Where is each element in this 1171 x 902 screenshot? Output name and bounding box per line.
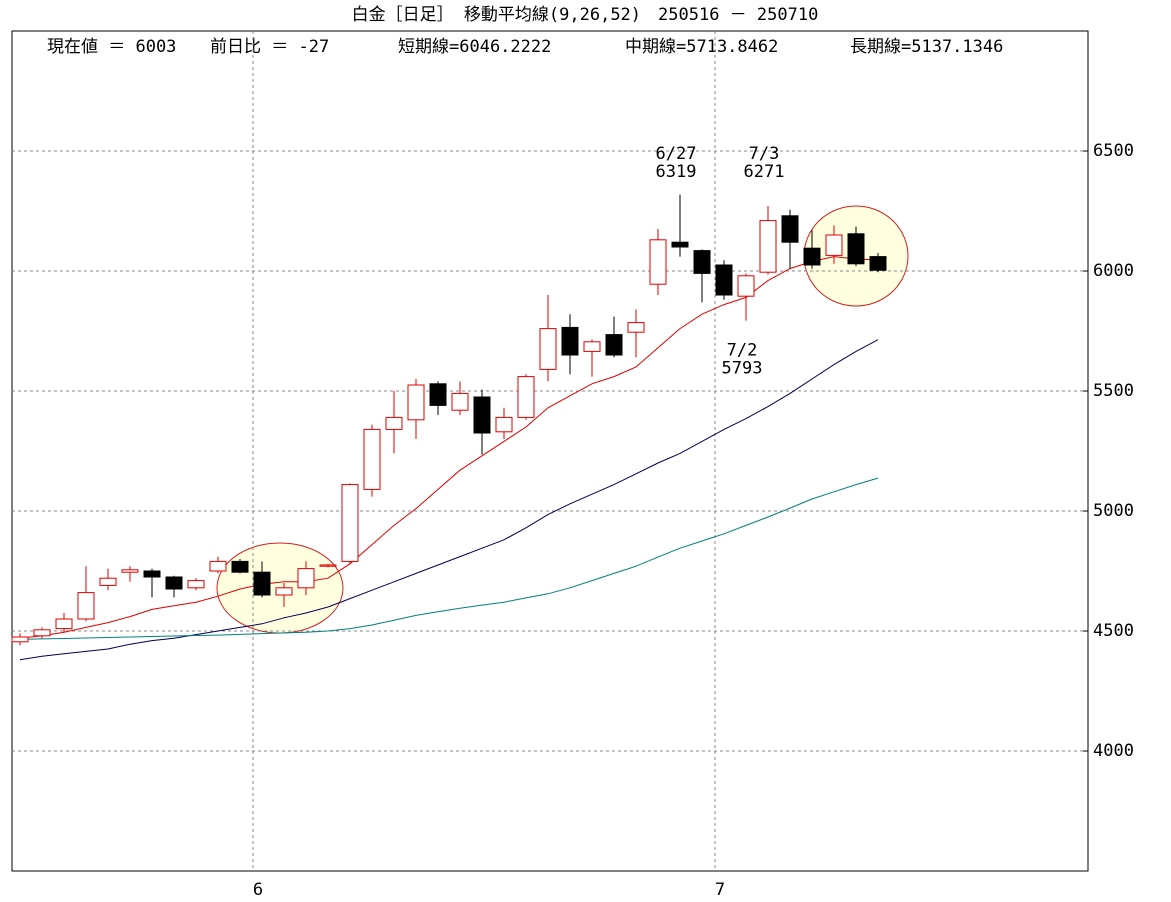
candle-body <box>319 564 337 567</box>
candle-body <box>605 334 623 356</box>
y-tick-label: 6500 <box>1093 141 1134 161</box>
candle-body <box>33 629 51 637</box>
candle-body <box>429 383 447 406</box>
y-tick-label: 6000 <box>1093 261 1134 281</box>
candle-body <box>165 576 183 590</box>
y-tick-label: 4500 <box>1093 621 1134 641</box>
candle-body <box>759 220 777 273</box>
annotation-value: 5793 <box>722 359 763 379</box>
candle-body <box>715 264 733 296</box>
candle-body <box>407 384 425 421</box>
candle-body <box>671 241 689 248</box>
candle-body <box>561 326 579 356</box>
candle-body <box>825 234 843 256</box>
x-tick-label: 6 <box>253 880 263 900</box>
candle-body <box>143 570 161 578</box>
candle-body <box>11 636 29 643</box>
candle-body <box>99 577 117 586</box>
candle-body <box>781 215 799 243</box>
candle-body <box>539 328 557 370</box>
candle-body <box>693 250 711 274</box>
candle-body <box>495 416 513 433</box>
y-tick-label: 5000 <box>1093 501 1134 521</box>
candle-body <box>297 568 315 589</box>
candle-body <box>341 484 359 562</box>
candle-body <box>517 376 535 418</box>
candle-body <box>209 560 227 572</box>
annotation-label: 7/3 <box>749 144 780 164</box>
x-tick-label: 7 <box>715 880 725 900</box>
chart-title: 白金［日足］ 移動平均線(9,26,52) 250516 － 250710 <box>352 5 819 25</box>
candle-body <box>385 416 403 430</box>
y-tick-label: 4000 <box>1093 741 1134 761</box>
plot-area <box>11 30 1089 872</box>
candle-body <box>583 341 601 352</box>
header-text: 前日比 ＝ -27 <box>210 37 329 57</box>
candle-body <box>55 618 73 630</box>
candle-body <box>187 580 205 589</box>
header-text: 中期線=5713.8462 <box>625 37 778 57</box>
annotation-label: 7/2 <box>727 341 758 361</box>
ma-line <box>19 477 879 640</box>
annotation-value: 6271 <box>744 162 785 182</box>
candle-body <box>627 322 645 333</box>
candle-body <box>77 592 95 620</box>
annotation-value: 6319 <box>656 162 697 182</box>
header-text: 現在値 ＝ 6003 <box>47 37 176 57</box>
annotation-label: 6/27 <box>656 144 697 164</box>
candle-body <box>847 233 865 265</box>
ma-line <box>19 339 879 661</box>
ma-line <box>19 256 879 639</box>
candle-body <box>869 256 887 271</box>
candle-body <box>737 275 755 297</box>
candle-body <box>803 247 821 266</box>
candle-body <box>363 428 381 490</box>
candle-body <box>451 392 469 411</box>
y-tick-label: 5500 <box>1093 381 1134 401</box>
candle-body <box>231 560 249 573</box>
candle-body <box>275 587 293 596</box>
candle-body <box>121 569 139 573</box>
candle-body <box>473 396 491 434</box>
candle-body <box>253 571 271 596</box>
header-text: 長期線=5137.1346 <box>850 37 1003 57</box>
candle-body <box>649 239 667 285</box>
header-text: 短期線=6046.2222 <box>398 37 551 57</box>
